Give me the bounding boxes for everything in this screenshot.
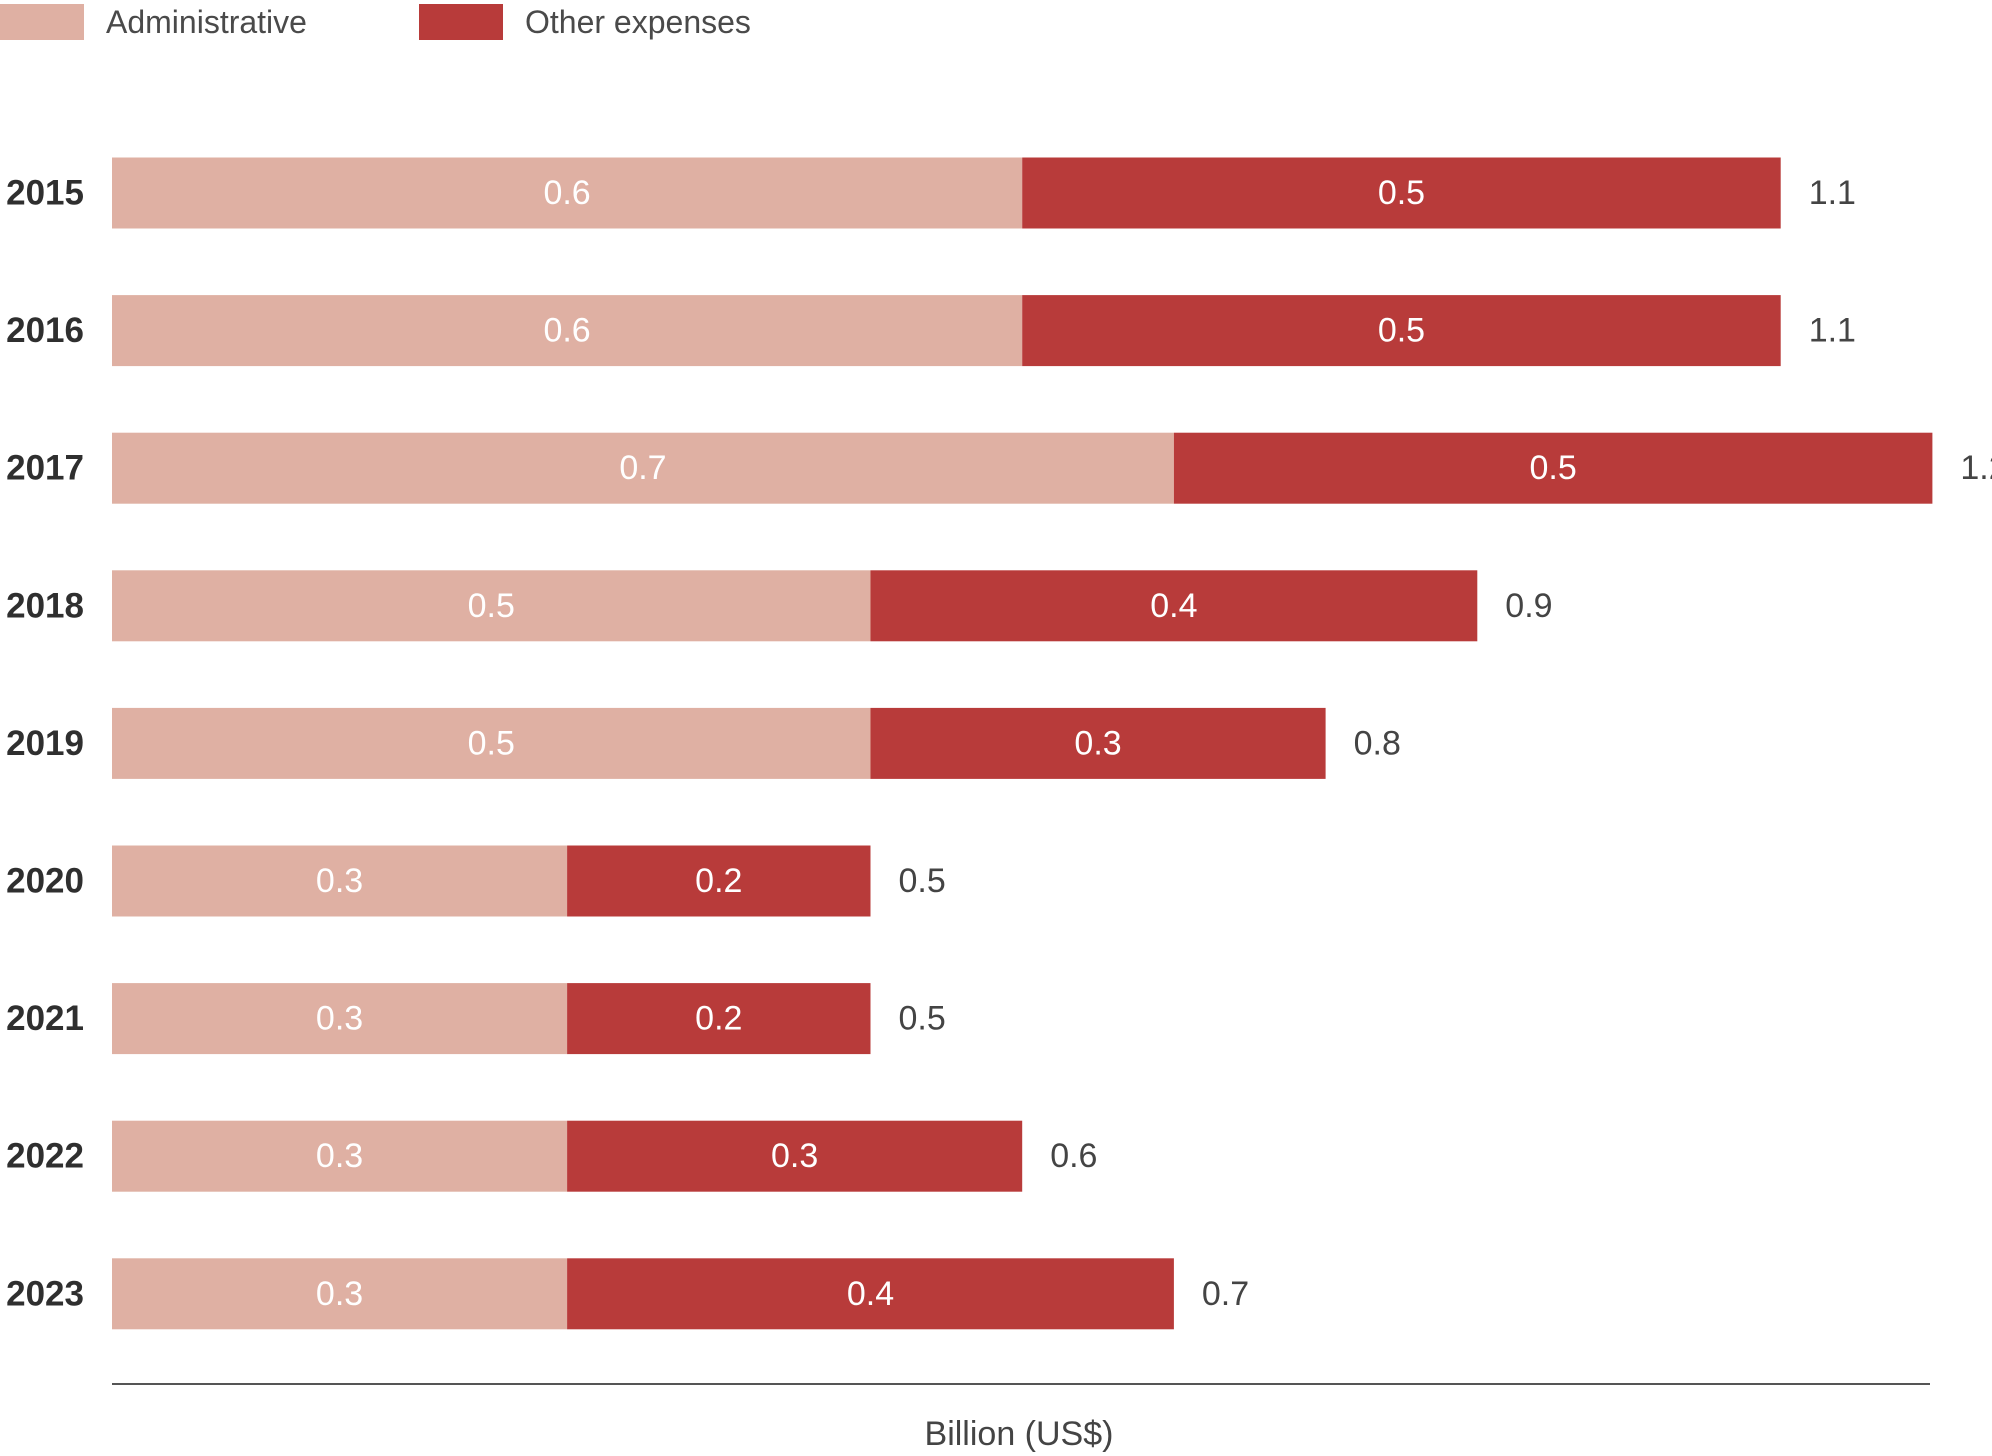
- category-label: 2022: [6, 1137, 84, 1176]
- bar-segment-other-expenses: [1173, 432, 1933, 504]
- category-label: 2020: [6, 862, 84, 901]
- data-label: 0.5: [468, 724, 515, 762]
- category-label: 2019: [6, 724, 84, 763]
- bar-segment-other-expenses: [1022, 157, 1781, 229]
- legend-item-other-expenses: Other expenses: [419, 0, 751, 44]
- legend-swatch-other-expenses: [419, 4, 503, 40]
- legend-label-administrative: Administrative: [106, 3, 307, 40]
- data-label: 0.3: [1074, 724, 1121, 762]
- legend-swatch-administrative: [0, 4, 84, 40]
- x-axis-label: Billion (US$): [925, 1415, 1114, 1453]
- bar-segment-administrative: [112, 1120, 568, 1192]
- data-label: 0.3: [316, 1137, 363, 1175]
- total-label: 0.5: [899, 1000, 946, 1038]
- data-label: 0.7: [619, 449, 666, 487]
- total-label: 0.5: [899, 862, 946, 900]
- bar-segment-administrative: [112, 570, 871, 642]
- bar-segment-other-expenses: [1022, 295, 1781, 367]
- data-label: 0.6: [543, 312, 590, 350]
- data-label: 0.5: [1378, 174, 1425, 212]
- category-label: 2017: [6, 449, 84, 488]
- bar-segment-other-expenses: [870, 570, 1478, 642]
- data-label: 0.6: [543, 174, 590, 212]
- bar-segment-administrative: [112, 432, 1174, 504]
- total-label: 1.1: [1809, 174, 1856, 212]
- bar-segment-other-expenses: [567, 845, 871, 917]
- bar-segment-other-expenses: [870, 707, 1326, 779]
- category-label: 2016: [6, 311, 84, 350]
- total-label: 1.2: [1960, 449, 1992, 487]
- legend-item-administrative: Administrative: [0, 0, 307, 44]
- bar-segment-administrative: [112, 1258, 568, 1330]
- data-label: 0.2: [695, 1000, 742, 1038]
- data-label: 0.3: [316, 1275, 363, 1313]
- category-label: 2023: [6, 1274, 84, 1313]
- data-label: 0.3: [316, 862, 363, 900]
- data-label: 0.5: [1378, 312, 1425, 350]
- bar-segment-other-expenses: [567, 983, 871, 1055]
- bar-segment-other-expenses: [567, 1258, 1174, 1330]
- bar-segment-administrative: [112, 707, 871, 779]
- total-label: 0.9: [1505, 587, 1552, 625]
- bar-segment-administrative: [112, 295, 1023, 367]
- bar-segment-other-expenses: [567, 1120, 1023, 1192]
- data-label: 0.3: [771, 1137, 818, 1175]
- bar-segment-administrative: [112, 983, 568, 1055]
- category-label: 2015: [6, 174, 84, 213]
- bar-segment-administrative: [112, 157, 1023, 229]
- legend-label-other-expenses: Other expenses: [525, 3, 751, 40]
- data-label: 0.4: [847, 1275, 894, 1313]
- data-label: 0.5: [1530, 449, 1577, 487]
- total-label: 0.6: [1050, 1137, 1097, 1175]
- total-label: 1.1: [1809, 312, 1856, 350]
- data-label: 0.4: [1150, 587, 1197, 625]
- bar-segment-administrative: [112, 845, 568, 917]
- total-label: 0.8: [1354, 724, 1401, 762]
- category-label: 2018: [6, 586, 84, 625]
- data-label: 0.5: [468, 587, 515, 625]
- category-label: 2021: [6, 999, 84, 1038]
- data-label: 0.2: [695, 862, 742, 900]
- data-label: 0.3: [316, 1000, 363, 1038]
- total-label: 0.7: [1202, 1275, 1249, 1313]
